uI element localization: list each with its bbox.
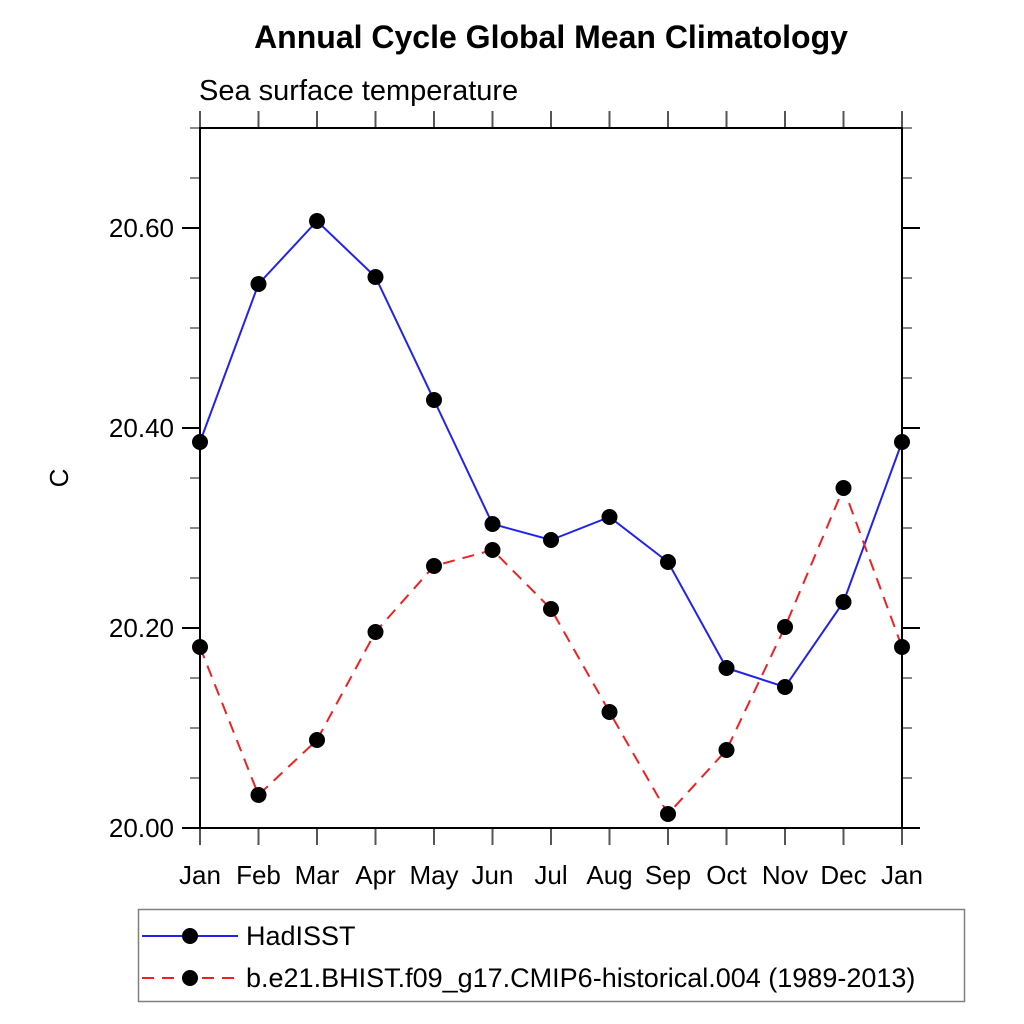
data-point-marker (718, 660, 735, 676)
x-tick-label: Sep (645, 860, 691, 890)
data-point-marker (484, 516, 501, 532)
legend-box (137, 908, 966, 1003)
chart-subtitle: Sea surface temperature (199, 75, 518, 107)
series-line (199, 219, 903, 689)
data-point-marker (601, 704, 618, 720)
data-point-marker (894, 434, 910, 450)
data-point-marker (543, 532, 559, 548)
y-tick-label: 20.60 (109, 213, 174, 243)
legend-label: HadISST (246, 921, 356, 951)
chart-title: Annual Cycle Global Mean Climatology (254, 19, 848, 55)
data-point-marker (309, 213, 325, 229)
x-tick-label: Jul (534, 860, 567, 890)
data-point-marker (426, 558, 442, 574)
data-point-marker (484, 542, 501, 558)
x-tick-label: Feb (236, 860, 281, 890)
legend: HadISST b.e21.BHIST.f09_g17.CMIP6-histori… (137, 908, 966, 1003)
data-point-marker (777, 679, 793, 695)
data-point-marker (894, 639, 910, 655)
data-point-marker (192, 434, 208, 450)
data-point-marker (601, 509, 618, 525)
data-point-marker (192, 639, 208, 655)
x-tick-label: Jan (881, 860, 923, 890)
data-series (192, 213, 910, 822)
data-point-marker (309, 732, 325, 748)
y-tick-labels: 20.00 20.20 20.40 20.60 (109, 213, 174, 843)
x-tick-label: Jan (179, 860, 221, 890)
data-point-marker (543, 601, 559, 617)
data-point-marker (250, 787, 267, 803)
x-tick-label: Aug (586, 860, 632, 890)
x-tick-labels: Jan Feb Mar Apr May Jun Jul Aug Sep Oct Nov Dec Jan (179, 860, 923, 890)
plot-frame (199, 127, 903, 829)
y-tick-label: 20.00 (109, 813, 174, 843)
legend-marker (182, 970, 198, 986)
series-model (192, 480, 910, 822)
y-tick-label: 20.40 (109, 413, 174, 443)
data-point-marker (367, 269, 384, 285)
data-point-marker (718, 742, 735, 758)
x-tick-label: Apr (355, 860, 396, 890)
data-point-marker (426, 392, 442, 408)
x-tick-label: May (409, 860, 458, 890)
data-point-marker (835, 594, 852, 610)
axis-ticks (182, 111, 920, 845)
x-tick-label: Dec (820, 860, 866, 890)
x-tick-label: Nov (762, 860, 808, 890)
x-tick-label: Oct (706, 860, 747, 890)
data-point-marker (250, 276, 267, 292)
x-tick-label: Jun (472, 860, 514, 890)
data-point-marker (777, 619, 793, 635)
legend-marker (182, 928, 198, 944)
y-axis-label: C (44, 469, 74, 488)
data-point-marker (367, 624, 384, 640)
data-point-marker (835, 480, 852, 496)
data-point-marker (660, 806, 676, 822)
x-tick-label: Mar (295, 860, 340, 890)
legend-label: b.e21.BHIST.f09_g17.CMIP6-historical.004… (246, 963, 915, 993)
series-hadisst (192, 213, 910, 695)
y-tick-label: 20.20 (109, 613, 174, 643)
data-point-marker (660, 554, 676, 570)
